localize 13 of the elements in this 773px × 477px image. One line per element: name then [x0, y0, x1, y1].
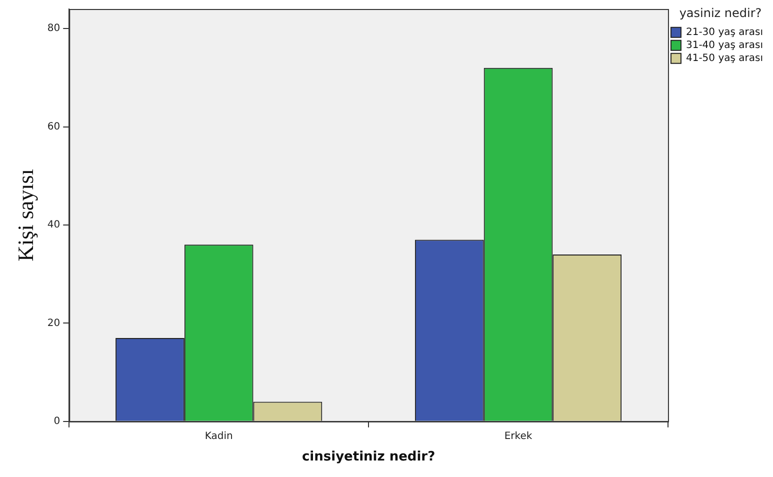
- legend-label: 21-30 yaş arası: [686, 26, 764, 38]
- x-tick-label: Kadin: [204, 430, 233, 442]
- y-tick-label: 40: [47, 220, 60, 231]
- legend-title: yasiniz nedir?: [679, 6, 762, 20]
- y-tick-label: 80: [47, 23, 60, 34]
- y-tick-label: 60: [47, 121, 60, 132]
- x-tick-label: Erkek: [504, 430, 532, 442]
- legend-label: 41-50 yaş arası: [686, 52, 764, 64]
- legend-label: 31-40 yaş arası: [686, 40, 764, 51]
- y-tick-label: 20: [47, 318, 60, 329]
- y-axis-title: Kişi sayısı: [12, 169, 38, 262]
- y-tick-label: 0: [54, 416, 60, 427]
- x-axis-title: cinsiyetiniz nedir?: [302, 450, 436, 465]
